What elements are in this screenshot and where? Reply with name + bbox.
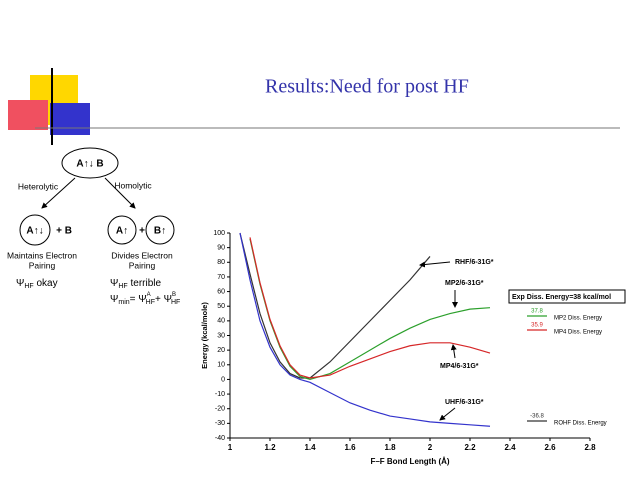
node-label: A↑↓ B [76,159,103,170]
psi-rest: + Ψ [155,294,172,305]
desc: Maintains Electron [7,250,77,260]
y-tick-label: 50 [217,303,225,310]
x-tick-label: 1.2 [264,443,276,452]
decor [8,100,48,130]
label-arrow [450,344,457,359]
legend-label: ROHF Diss. Energy [554,421,607,427]
y-tick-label: -10 [215,391,225,398]
psi-sub: HF [146,299,155,306]
psi: Ψ [110,294,118,305]
y-tick-label: -30 [215,420,225,427]
x-tick-label: 1 [228,443,233,452]
x-tick-label: 2.4 [504,443,516,452]
node [19,214,51,246]
legend-value: 35.9 [531,323,543,329]
y-tick-label: -20 [215,406,225,413]
label-arrow [419,261,451,268]
node [107,215,137,245]
y-tick-label: 10 [217,362,225,369]
series-label: RHF/6-31G* [455,259,494,266]
x-tick-label: 2.2 [464,443,476,452]
y-tick-label: 70 [217,274,225,281]
series-label: UHF/6-31G* [445,399,484,406]
y-axis-title: Energy (kcal/mole) [200,302,209,369]
legend-value: 37.8 [531,309,543,315]
arrow-label: Homolytic [114,180,152,190]
y-tick-label: 0 [221,376,225,383]
legend-value: -36.8 [530,414,544,420]
psi-sup: A [147,292,151,298]
node-label: A↑ [116,226,128,237]
y-tick-label: 20 [217,347,225,354]
x-tick-label: 1.6 [344,443,356,452]
node [61,147,119,179]
node [145,215,175,245]
x-axis-title: F–F Bond Length (Å) [370,457,449,466]
psi: Ψ [110,278,118,289]
desc: Pairing [29,260,56,270]
chart: -40 -30 -20 -10 0 10 20 30 40 50 60 70 80 90 100 1 1.2 1.… [200,230,626,466]
psi-rest: = Ψ [130,294,147,305]
decor [50,103,90,135]
series-line [239,232,491,427]
psi-rest: terrible [128,278,162,289]
arrow [104,177,136,209]
desc: Pairing [129,260,156,270]
legend-label: MP2 Diss. Energy [554,316,602,322]
arrow [41,177,76,209]
series-line [239,232,431,379]
x-tick-label: 2.6 [544,443,556,452]
y-tick-label: 60 [217,288,225,295]
node-label: B↑ [154,226,166,237]
x-tick-label: 1.4 [304,443,316,452]
desc: Divides Electron [111,250,173,260]
legend-title: Exp Diss. Energy=38 kcal/mol [512,294,611,301]
psi-sub: HF [24,283,33,290]
psi-sub: HF [118,283,127,290]
legend-box [508,289,626,304]
y-tick-label: -40 [215,435,225,442]
psi-sup: B [172,292,176,298]
label-arrow [439,407,456,421]
series-label: MP2/6-31G* [445,280,484,287]
x-tick-label: 2.8 [584,443,596,452]
y-tick-label: 40 [217,318,225,325]
x-tick-label: 2 [428,443,433,452]
node-label: A↑↓ [26,226,43,237]
psi-sub: HF [171,299,180,306]
y-tick-label: 80 [217,259,225,266]
series-line [249,237,491,379]
psi-sub: min [118,299,129,306]
slide-title: Results:Need for post HF [265,76,469,98]
y-tick-label: 30 [217,332,225,339]
series-label: MP4/6-31G* [440,363,479,370]
psi-rest: okay [34,278,58,289]
y-tick-label: 90 [217,244,225,251]
arrow-label: Heterolytic [18,181,59,191]
node-label: + [139,226,145,237]
x-tick-label: 1.8 [384,443,396,452]
y-tick-label: 100 [213,230,225,237]
psi-text: ΨHF terrible [110,278,161,290]
node-label: + B [56,226,72,237]
legend-label: MP4 Diss. Energy [554,330,602,336]
psi: Ψ [16,278,24,289]
psi-text: Ψmin= ΨA HF+ ΨB HF [110,292,180,306]
psi-text: ΨHF okay [16,278,58,290]
